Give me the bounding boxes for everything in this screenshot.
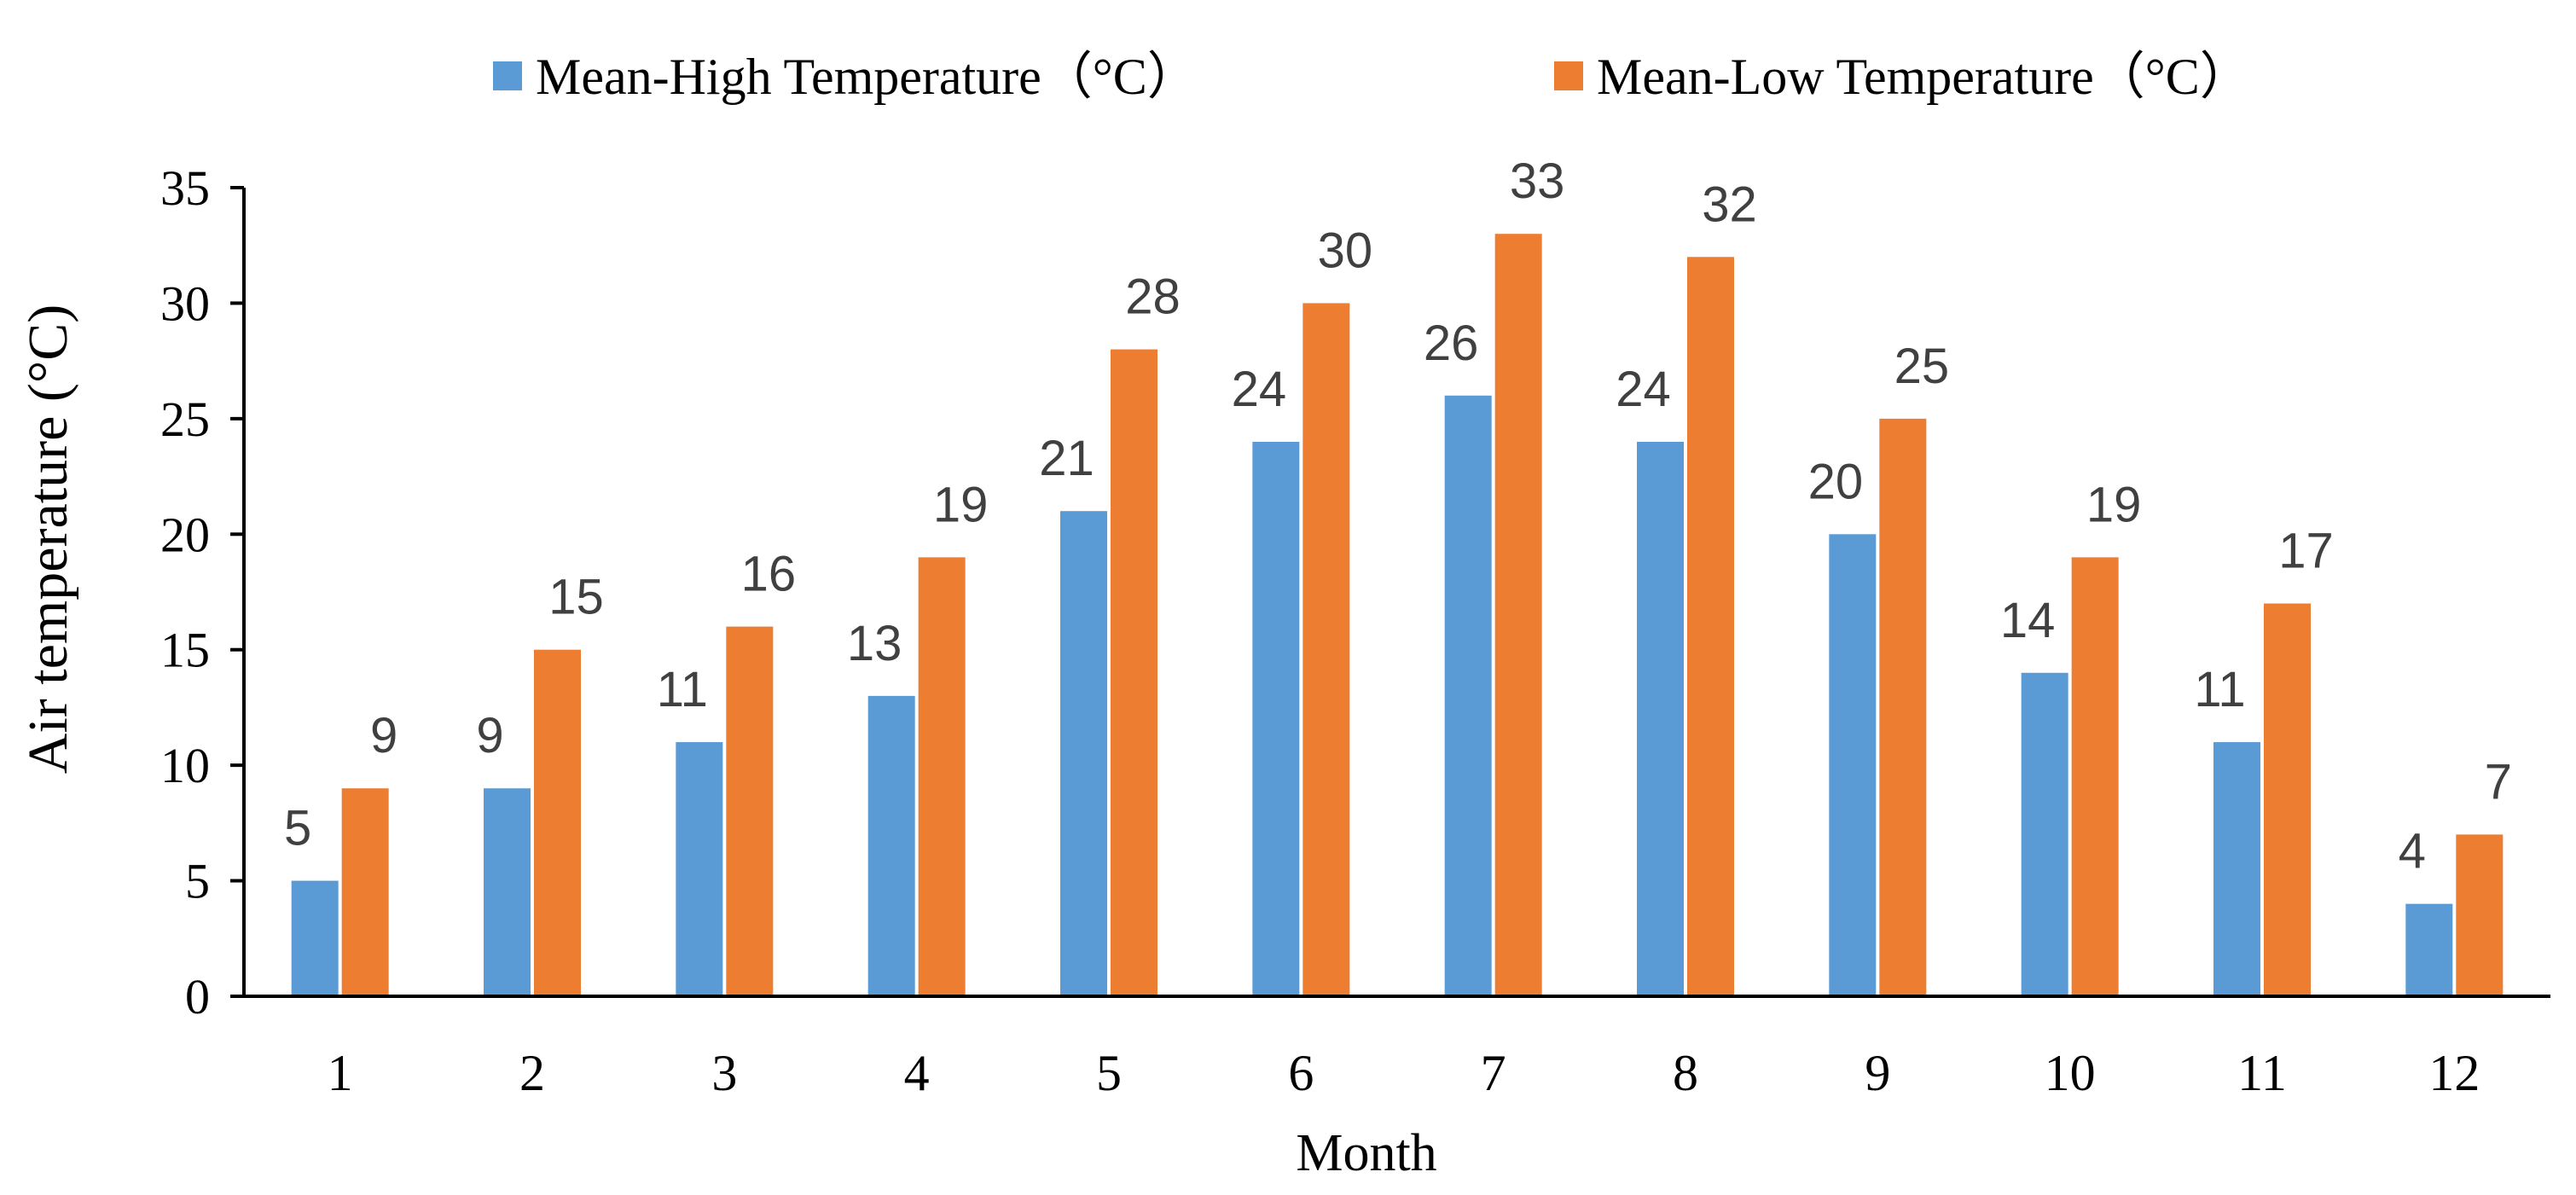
bar-mean-high [484,788,531,996]
data-label-mean-low: 9 [370,708,397,763]
data-label-mean-low: 7 [2485,754,2512,809]
x-tick-label: 7 [1481,1045,1506,1101]
y-axis-title: Air temperature (°C) [17,305,79,774]
bar-mean-low [726,626,774,996]
x-tick-label: 10 [2045,1045,2096,1101]
bar-mean-high [1444,395,1492,996]
legend-label-low: Mean-Low Temperature（°C） [1597,49,2251,105]
x-tick-label: 9 [1865,1045,1890,1101]
data-label-mean-high: 13 [847,616,902,671]
y-tick-label: 5 [185,854,210,909]
legend-swatch-high [493,61,522,90]
legend: Mean-High Temperature（°C） Mean-Low Tempe… [493,49,2251,105]
data-label-mean-high: 9 [476,708,503,763]
data-label-mean-low: 16 [741,547,797,602]
y-tick-label: 25 [160,392,210,447]
data-label-mean-low: 33 [1510,154,1565,209]
data-label-mean-high: 26 [1424,316,1479,371]
y-tick-label: 15 [160,623,210,678]
bar-mean-high [1252,441,1300,996]
x-tick-label: 3 [711,1045,737,1101]
bar-mean-high [1637,441,1684,996]
x-tick-label: 2 [519,1045,545,1101]
x-tick-label: 11 [2237,1045,2287,1101]
axes [230,188,2550,998]
data-label-mean-high: 11 [657,662,708,717]
x-axis-ticks: 1 2 3 4 5 6 7 8 9 10 11 12 [328,1045,2480,1101]
x-tick-label: 1 [328,1045,353,1101]
legend-swatch-low [1554,61,1583,90]
bar-mean-high [1060,511,1107,996]
y-axis-ticks: 0 5 10 15 20 25 30 35 [160,160,244,1024]
data-label-mean-low: 28 [1125,270,1181,325]
data-labels: 5 9 9 15 11 16 13 19 21 28 24 30 26 33 24 32 20 25 14 19 11 1… [284,154,2512,879]
x-tick-label: 6 [1288,1045,1314,1101]
x-tick-label: 5 [1096,1045,1122,1101]
bar-mean-high [1829,534,1877,996]
x-tick-label: 8 [1673,1045,1698,1101]
data-label-mean-low: 30 [1318,223,1373,278]
x-axis-title: Month [1296,1124,1436,1182]
y-tick-label: 20 [160,507,210,562]
data-label-mean-low: 32 [1702,177,1757,232]
bar-mean-low [2456,834,2503,996]
data-label-mean-high: 4 [2399,824,2426,879]
bar-mean-low [2071,557,2119,996]
bar-mean-low [341,788,389,996]
y-tick-label: 10 [160,738,210,793]
legend-label-high: Mean-High Temperature（°C） [536,49,1198,105]
data-label-mean-low: 19 [933,477,989,532]
bar-mean-high [2213,742,2260,996]
bar-mean-high [291,880,339,996]
bar-mean-low [1111,349,1157,997]
bar-mean-high [676,742,723,996]
x-tick-label: 12 [2428,1045,2480,1101]
bar-mean-low [918,557,966,996]
bar-mean-low [534,649,581,996]
data-label-mean-high: 24 [1616,362,1671,417]
data-label-mean-high: 5 [284,801,311,856]
data-label-mean-high: 11 [2194,662,2245,717]
bar-mean-high [2021,672,2068,996]
data-label-mean-low: 25 [1894,339,1950,394]
bar-mean-low [1687,257,1734,996]
y-tick-label: 0 [185,969,210,1024]
y-tick-label: 35 [160,160,210,216]
y-tick-label: 30 [160,276,210,331]
data-label-mean-high: 14 [2000,593,2056,648]
data-label-mean-high: 21 [1039,431,1094,486]
bars [291,234,2503,997]
data-label-mean-low: 19 [2086,477,2142,532]
data-label-mean-low: 17 [2278,524,2334,579]
bar-mean-low [1494,234,1542,997]
x-tick-label: 4 [904,1045,930,1101]
data-label-mean-low: 15 [548,570,604,625]
data-label-mean-high: 20 [1808,454,1864,509]
bar-mean-high [2405,903,2453,996]
bar-mean-low [1879,418,1927,996]
bar-mean-high [867,695,915,996]
data-label-mean-high: 24 [1232,362,1287,417]
bar-mean-low [2264,603,2311,996]
bar-mean-low [1303,303,1350,996]
